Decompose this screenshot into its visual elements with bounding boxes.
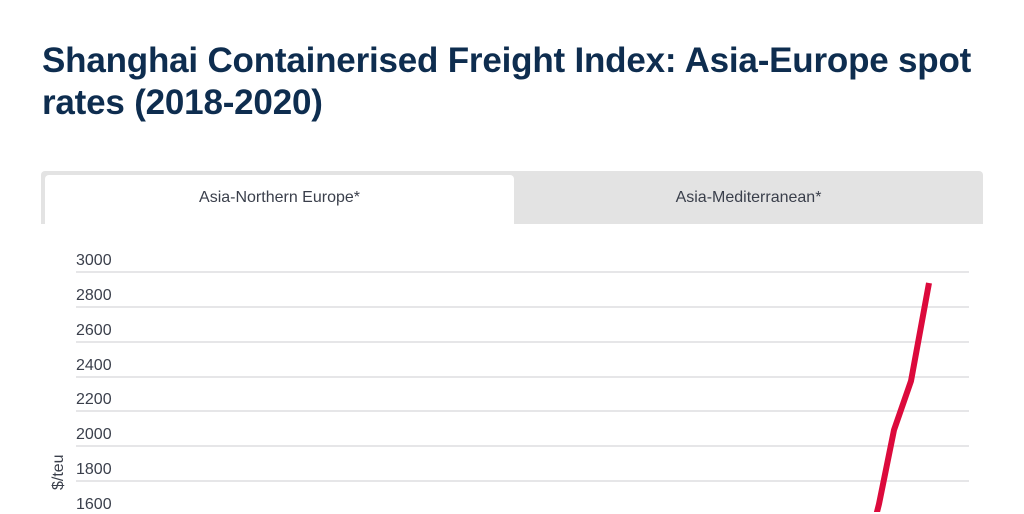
ytick-2000: 2000 [76,426,112,443]
tab-asia-northern-europe[interactable]: Asia-Northern Europe* [45,175,514,224]
ytick-3000: 3000 [76,252,112,269]
series-line-asia-northern-europe [873,282,932,512]
route-tabs: Asia-Northern Europe* Asia-Mediterranean… [41,171,983,224]
chart-plot-area [76,271,969,512]
page-title: Shanghai Containerised Freight Index: As… [42,41,972,122]
ytick-2200: 2200 [76,391,112,408]
ytick-2800: 2800 [76,287,112,304]
ytick-1600: 1600 [76,496,112,513]
tab-asia-mediterranean[interactable]: Asia-Mediterranean* [675,188,822,206]
ytick-2600: 2600 [76,322,112,339]
ytick-2400: 2400 [76,357,112,374]
y-axis-label: $/teu [50,454,67,490]
ytick-1800: 1800 [76,461,112,478]
line-chart: 3000 2800 2600 2400 2200 2000 1800 1600 [0,224,1024,513]
gridlines [76,271,969,482]
